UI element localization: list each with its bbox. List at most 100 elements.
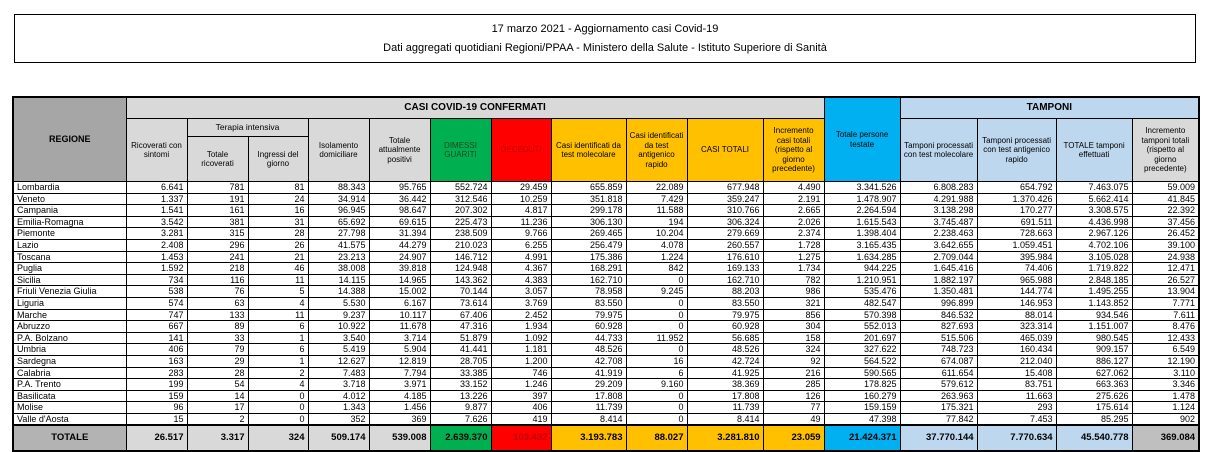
value-cell: 1.337 <box>125 192 188 206</box>
value-cell: 2.264.594 <box>823 204 901 217</box>
value-cell: 3.971 <box>368 378 431 391</box>
value-cell: 7.429 <box>625 192 688 206</box>
value-cell: 299.178 <box>550 204 627 217</box>
value-cell: 22.089 <box>625 181 688 194</box>
value-cell: 980.545 <box>1055 331 1133 345</box>
value-cell: 4.436.998 <box>1055 215 1133 229</box>
value-cell: 909.157 <box>1055 343 1133 356</box>
value-cell: 9.877 <box>429 401 492 414</box>
header-casi-totali: CASI TOTALI <box>686 118 764 182</box>
value-cell: 141 <box>125 331 188 345</box>
value-cell: 65.692 <box>307 215 370 229</box>
value-cell: 133 <box>186 308 249 322</box>
value-cell: 5.419 <box>307 343 370 356</box>
value-cell: 26.452 <box>1131 227 1200 240</box>
value-cell: 178.825 <box>823 378 901 391</box>
value-cell: 144.774 <box>976 285 1057 298</box>
value-cell: 47.316 <box>429 320 492 333</box>
value-cell: 23.213 <box>307 250 370 264</box>
total-value-cell: 539.008 <box>368 424 431 452</box>
region-name: Liguria <box>12 296 127 310</box>
value-cell: 16 <box>247 204 309 217</box>
value-cell: 1.478.907 <box>823 192 901 206</box>
value-cell: 1.092 <box>490 331 552 345</box>
total-value-cell: 45.540.778 <box>1055 424 1133 452</box>
value-cell: 28 <box>247 227 309 240</box>
value-cell: 293 <box>976 401 1057 414</box>
value-cell: 827.693 <box>899 320 978 333</box>
region-name: P.A. Trento <box>12 378 127 391</box>
value-cell: 306.130 <box>550 215 627 229</box>
value-cell: 3.138.298 <box>899 204 978 217</box>
total-row: TOTALE 26.517 3.317 324 509.174 539.008 2.639.… <box>12 424 1200 452</box>
value-cell: 304 <box>762 320 825 333</box>
value-cell: 83.550 <box>550 296 627 310</box>
value-cell: 419 <box>490 412 552 426</box>
value-cell: 74.406 <box>976 262 1057 275</box>
value-cell: 269.465 <box>550 227 627 240</box>
header-totale-ricoverati: Totale ricoverati <box>186 136 249 182</box>
value-cell: 63 <box>186 296 249 310</box>
value-cell: 296 <box>186 238 249 252</box>
table-row: Molise 96 17 0 1.343 1.456 9.877 406 11.739 0 11.7… <box>12 401 1200 414</box>
table-row: Umbria 406 79 6 5.419 5.904 41.441 1.181 48.526 0… <box>12 343 1200 356</box>
table-row: Calabria 283 28 2 7.483 7.794 33.385 746 41.919 6… <box>12 366 1200 380</box>
value-cell: 34.914 <box>307 192 370 206</box>
value-cell: 41.845 <box>1131 192 1200 206</box>
value-cell: 2.026 <box>762 215 825 229</box>
value-cell: 0 <box>247 401 309 414</box>
table-row: Veneto 1.337 191 24 34.914 36.442 312.546 10.25… <box>12 192 1200 206</box>
value-cell: 24 <box>247 192 309 206</box>
value-cell: 3.769 <box>490 296 552 310</box>
value-cell: 965.988 <box>976 273 1057 287</box>
value-cell: 79 <box>186 343 249 356</box>
value-cell: 0 <box>625 401 688 414</box>
value-cell: 0 <box>625 320 688 333</box>
value-cell: 6.255 <box>490 238 552 252</box>
value-cell: 3.745.487 <box>899 215 978 229</box>
table-row: Campania 1.541 161 16 96.945 98.647 207.302 4.8… <box>12 204 1200 217</box>
value-cell: 4 <box>247 296 309 310</box>
value-cell: 285 <box>762 378 825 391</box>
value-cell: 1.143.852 <box>1055 296 1133 310</box>
value-cell: 6 <box>625 366 688 380</box>
value-cell: 3.542 <box>125 215 188 229</box>
region-name: Friuli Venezia Giulia <box>12 285 127 298</box>
value-cell: 216 <box>762 366 825 380</box>
total-value-cell: 37.770.144 <box>899 424 978 452</box>
value-cell: 170.277 <box>976 204 1057 217</box>
value-cell: 0 <box>625 343 688 356</box>
value-cell: 1.453 <box>125 250 188 264</box>
value-cell: 26 <box>247 238 309 252</box>
value-cell: 3.718 <box>307 378 370 391</box>
region-name: Campania <box>12 204 127 217</box>
value-cell: 36.442 <box>368 192 431 206</box>
value-cell: 11.588 <box>625 204 688 217</box>
value-cell: 47.398 <box>823 412 901 426</box>
total-value-cell: 103.432 <box>490 424 552 452</box>
value-cell: 1.181 <box>490 343 552 356</box>
value-cell: 67.406 <box>429 308 492 322</box>
value-cell: 56.685 <box>686 331 764 345</box>
value-cell: 10.117 <box>368 308 431 322</box>
value-cell: 212.040 <box>976 354 1057 368</box>
value-cell: 41.919 <box>550 366 627 380</box>
value-cell: 175.614 <box>1055 401 1133 414</box>
value-cell: 0 <box>625 389 688 403</box>
header-isolamento-domiciliare: Isolamento domiciliare <box>307 118 370 182</box>
value-cell: 11 <box>247 273 309 287</box>
header-tamponi-antigenico: Tamponi processati con test antigenico r… <box>976 118 1057 182</box>
value-cell: 69.615 <box>368 215 431 229</box>
value-cell: 59.009 <box>1131 181 1200 194</box>
value-cell: 2.452 <box>490 308 552 322</box>
value-cell: 146.953 <box>976 296 1057 310</box>
value-cell: 3.714 <box>368 331 431 345</box>
value-cell: 13.226 <box>429 389 492 403</box>
value-cell: 3.540 <box>307 331 370 345</box>
header-incremento-tamponi: Incremento tamponi totali (rispetto al g… <box>1131 118 1200 182</box>
value-cell: 48.526 <box>550 343 627 356</box>
value-cell: 986 <box>762 285 825 298</box>
value-cell: 1.592 <box>125 262 188 275</box>
value-cell: 10.259 <box>490 192 552 206</box>
total-value-cell: 3.193.783 <box>550 424 627 452</box>
